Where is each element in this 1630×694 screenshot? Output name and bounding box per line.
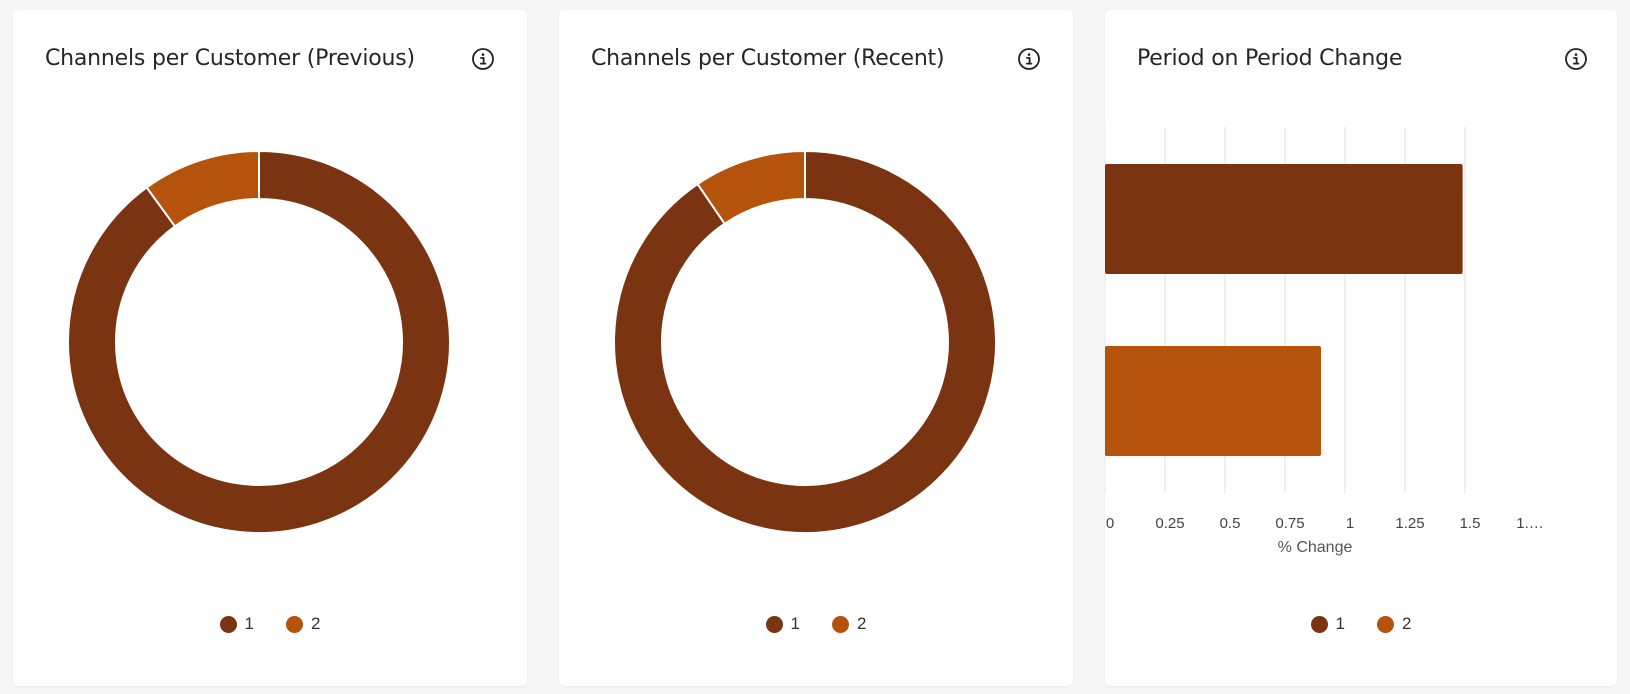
x-tick-label: 0	[1106, 515, 1114, 532]
legend-item-1[interactable]: 1	[1310, 614, 1345, 634]
legend-label: 1	[244, 614, 254, 633]
card-title: Period on Period Change	[1137, 46, 1403, 71]
x-tick-label: 0.5	[1220, 515, 1241, 532]
legend-swatch	[219, 615, 237, 633]
donut-chart-previous	[67, 150, 451, 534]
donut-slice-2[interactable]	[145, 150, 260, 228]
x-tick-label: 0.25	[1155, 515, 1184, 532]
card-title: Channels per Customer (Recent)	[591, 46, 945, 71]
info-icon[interactable]	[471, 47, 495, 71]
x-tick-label: 0.75	[1275, 515, 1304, 532]
legend-item-2[interactable]: 2	[832, 614, 866, 634]
legend-item-1[interactable]: 1	[765, 614, 800, 634]
legend-label: 1	[1335, 614, 1345, 633]
x-tick-label: 1.…	[1516, 515, 1544, 532]
donut-chart-recent	[613, 150, 997, 534]
card-title: Channels per Customer (Previous)	[45, 46, 415, 71]
legend-swatch	[1310, 615, 1328, 633]
legend-item-1[interactable]: 1	[219, 614, 254, 634]
legend-label: 2	[1402, 614, 1412, 633]
donut-slice-1[interactable]	[613, 150, 997, 534]
x-tick-label: 1	[1346, 515, 1354, 532]
donut-slice-2[interactable]	[696, 150, 806, 225]
legend-item-2[interactable]: 2	[1377, 614, 1411, 634]
info-icon[interactable]	[1564, 47, 1588, 71]
x-tick-label: 1.25	[1395, 515, 1424, 532]
legend-label: 1	[790, 614, 800, 633]
period-change-card: Period on Period Change 0 0.25 0.5 0.75 1 1.2…	[1105, 10, 1617, 686]
legend-label: 2	[311, 614, 321, 633]
info-icon[interactable]	[1017, 47, 1041, 71]
x-tick-label: 1.5	[1460, 515, 1481, 532]
donut-slice-1[interactable]	[67, 150, 451, 534]
bar-1[interactable]	[1105, 164, 1463, 274]
x-axis-title: % Change	[1278, 539, 1353, 556]
legend-swatch	[832, 615, 849, 633]
legend-swatch	[1377, 615, 1394, 633]
legend-swatch	[765, 615, 783, 633]
legend-label: 2	[857, 614, 867, 633]
legend-item-2[interactable]: 2	[286, 614, 320, 634]
bar-chart-period-change: 0 0.25 0.5 0.75 1 1.25 1.5 1.… % Change	[1105, 127, 1544, 556]
bar-2[interactable]	[1105, 346, 1321, 456]
legend-swatch	[286, 615, 303, 633]
